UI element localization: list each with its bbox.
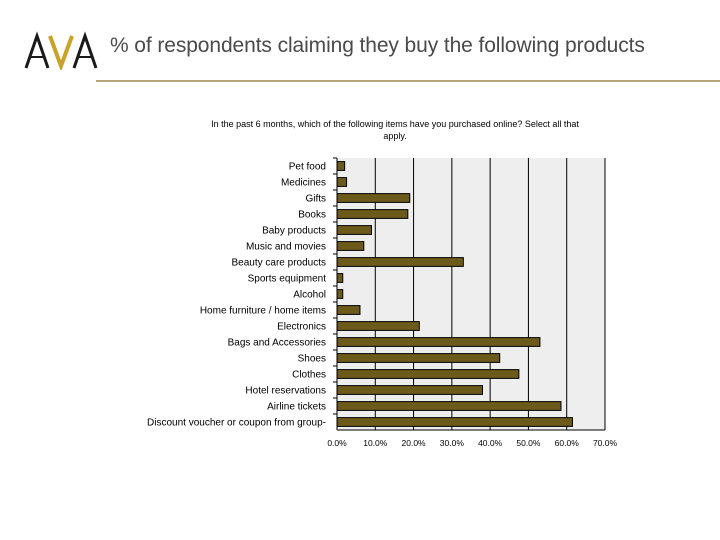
x-tick-label: 40.0% xyxy=(478,438,503,448)
bar xyxy=(336,321,420,331)
x-tick-label: 10.0% xyxy=(363,438,388,448)
bar xyxy=(336,417,573,427)
bar xyxy=(336,177,348,187)
y-category-label: Sports equipment xyxy=(248,274,327,285)
y-category-label: Alcohol xyxy=(293,290,326,301)
bar xyxy=(336,385,483,395)
bar xyxy=(336,289,344,299)
bar xyxy=(336,225,372,235)
y-category-label: Discount voucher or coupon from group- xyxy=(147,418,326,429)
bar xyxy=(336,353,501,363)
y-category-label: Bags and Accessories xyxy=(228,338,326,349)
y-category-label: Home furniture / home items xyxy=(200,306,326,317)
x-tick-label: 30.0% xyxy=(440,438,465,448)
bar xyxy=(336,369,520,379)
chart-title: In the past 6 months, which of the follo… xyxy=(211,119,579,141)
x-tick-label: 50.0% xyxy=(516,438,541,448)
bar xyxy=(336,193,411,203)
x-tick-label: 70.0% xyxy=(593,438,618,448)
x-tick-label: 20.0% xyxy=(402,438,427,448)
y-category-label: Clothes xyxy=(292,370,326,381)
y-category-label: Shoes xyxy=(298,354,326,365)
bar xyxy=(336,257,464,267)
bar xyxy=(336,305,361,315)
header-divider xyxy=(96,80,720,82)
y-category-label: Books xyxy=(298,210,326,221)
y-category-label: Beauty care products xyxy=(232,258,327,269)
bar xyxy=(336,241,365,251)
slide-header: % of respondents claiming they buy the f… xyxy=(0,0,720,80)
bar xyxy=(336,337,541,347)
x-tick-label: 60.0% xyxy=(555,438,580,448)
y-category-label: Baby products xyxy=(262,226,326,237)
y-category-label: Electronics xyxy=(277,322,326,333)
bar xyxy=(336,273,344,283)
page-title: % of respondents claiming they buy the f… xyxy=(110,34,645,57)
plot-area xyxy=(337,158,605,430)
y-category-label: Medicines xyxy=(281,178,326,189)
x-tick-label: 0.0% xyxy=(327,438,347,448)
bar xyxy=(336,161,346,171)
ava-logo xyxy=(24,31,98,70)
bar xyxy=(336,401,562,411)
y-category-label: Gifts xyxy=(305,194,326,205)
y-category-label: Music and movies xyxy=(246,242,326,253)
bar xyxy=(336,209,409,219)
y-category-label: Pet food xyxy=(289,162,326,173)
y-category-label: Airline tickets xyxy=(267,402,326,413)
y-category-label: Hotel reservations xyxy=(245,386,326,397)
